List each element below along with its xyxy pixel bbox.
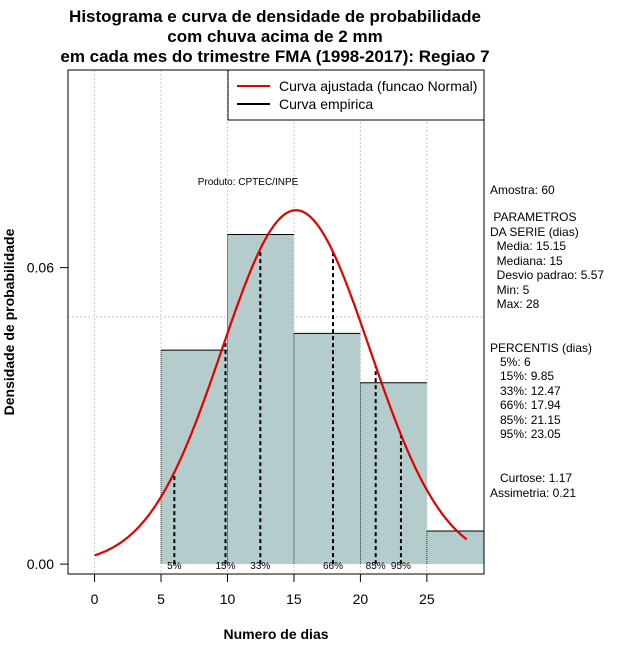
x-tick-label: 15 bbox=[286, 591, 302, 607]
stat-p85: 85%: 21.15 bbox=[490, 413, 561, 427]
histogram-bar bbox=[293, 333, 361, 565]
stat-p33: 33%: 12.47 bbox=[490, 384, 561, 398]
stat-max: Max: 28 bbox=[490, 297, 540, 311]
stat-skewness: Assimetria: 0.21 bbox=[490, 486, 576, 500]
stat-params-heading: PARAMETROS bbox=[490, 210, 576, 224]
histogram-bar bbox=[426, 531, 484, 565]
stat-percentiles-heading: PERCENTIS (dias) bbox=[490, 341, 592, 355]
stat-stddev: Desvio padrao: 5.57 bbox=[490, 268, 604, 282]
normal-density-curve bbox=[94, 209, 468, 557]
y-tick-label: 0.00 bbox=[27, 556, 54, 572]
percentile-label: 15% bbox=[215, 561, 235, 572]
stat-sample: Amostra: 60 bbox=[490, 183, 555, 197]
x-tick-label: 0 bbox=[91, 591, 99, 607]
chart-title-line-3: em cada mes do trimestre FMA (1998-2017)… bbox=[60, 47, 489, 66]
legend-label-empirical: Curva empirica bbox=[279, 96, 373, 112]
chart-title-line-2: com chuva acima de 2 mm bbox=[167, 27, 382, 46]
percentile-label: 95% bbox=[391, 561, 411, 572]
histogram-bars bbox=[160, 234, 484, 565]
x-tick-label: 25 bbox=[419, 591, 435, 607]
stat-p66: 66%: 17.94 bbox=[490, 398, 561, 412]
x-tick-label: 20 bbox=[353, 591, 369, 607]
percentile-label: 66% bbox=[323, 561, 343, 572]
percentile-label: 33% bbox=[250, 561, 270, 572]
x-tick-label: 5 bbox=[157, 591, 165, 607]
percentile-label: 85% bbox=[366, 561, 386, 572]
histogram-bar bbox=[360, 382, 427, 565]
stat-p95: 95%: 23.05 bbox=[490, 427, 561, 441]
x-axis-title: Numero de dias bbox=[223, 626, 328, 642]
legend-label-normal: Curva ajustada (funcao Normal) bbox=[279, 78, 477, 94]
stat-median: Mediana: 15 bbox=[490, 254, 563, 268]
chart-title-line-1: Histograma e curva de densidade de proba… bbox=[69, 7, 481, 26]
axes: 0 5 10 15 20 25 0.00 0.06 bbox=[27, 260, 435, 607]
credit-text: Produto: CPTEC/INPE bbox=[198, 177, 299, 188]
stat-p15: 15%: 9.85 bbox=[490, 369, 554, 383]
legend: Curva ajustada (funcao Normal) Curva emp… bbox=[227, 69, 485, 121]
histogram-bar bbox=[161, 350, 228, 565]
percentile-label: 5% bbox=[167, 561, 182, 572]
stat-p5: 5%: 6 bbox=[490, 355, 531, 369]
x-tick-label: 10 bbox=[220, 591, 236, 607]
stat-min: Min: 5 bbox=[490, 283, 530, 297]
stat-params-subheading: DA SERIE (dias) bbox=[490, 225, 579, 239]
stat-mean: Media: 15.15 bbox=[490, 239, 566, 253]
legend-box bbox=[227, 69, 485, 121]
statistics-panel: Amostra: 60 PARAMETROS DA SERIE (dias) M… bbox=[490, 183, 604, 500]
y-axis-title: Densidade de probabilidade bbox=[1, 228, 17, 415]
stat-kurtosis: Curtose: 1.17 bbox=[490, 471, 572, 485]
y-tick-label: 0.06 bbox=[27, 260, 54, 276]
density-curve-layer bbox=[94, 209, 468, 557]
percentile-lines: 5% 15% 33% 66% 85% 95% bbox=[167, 248, 411, 572]
